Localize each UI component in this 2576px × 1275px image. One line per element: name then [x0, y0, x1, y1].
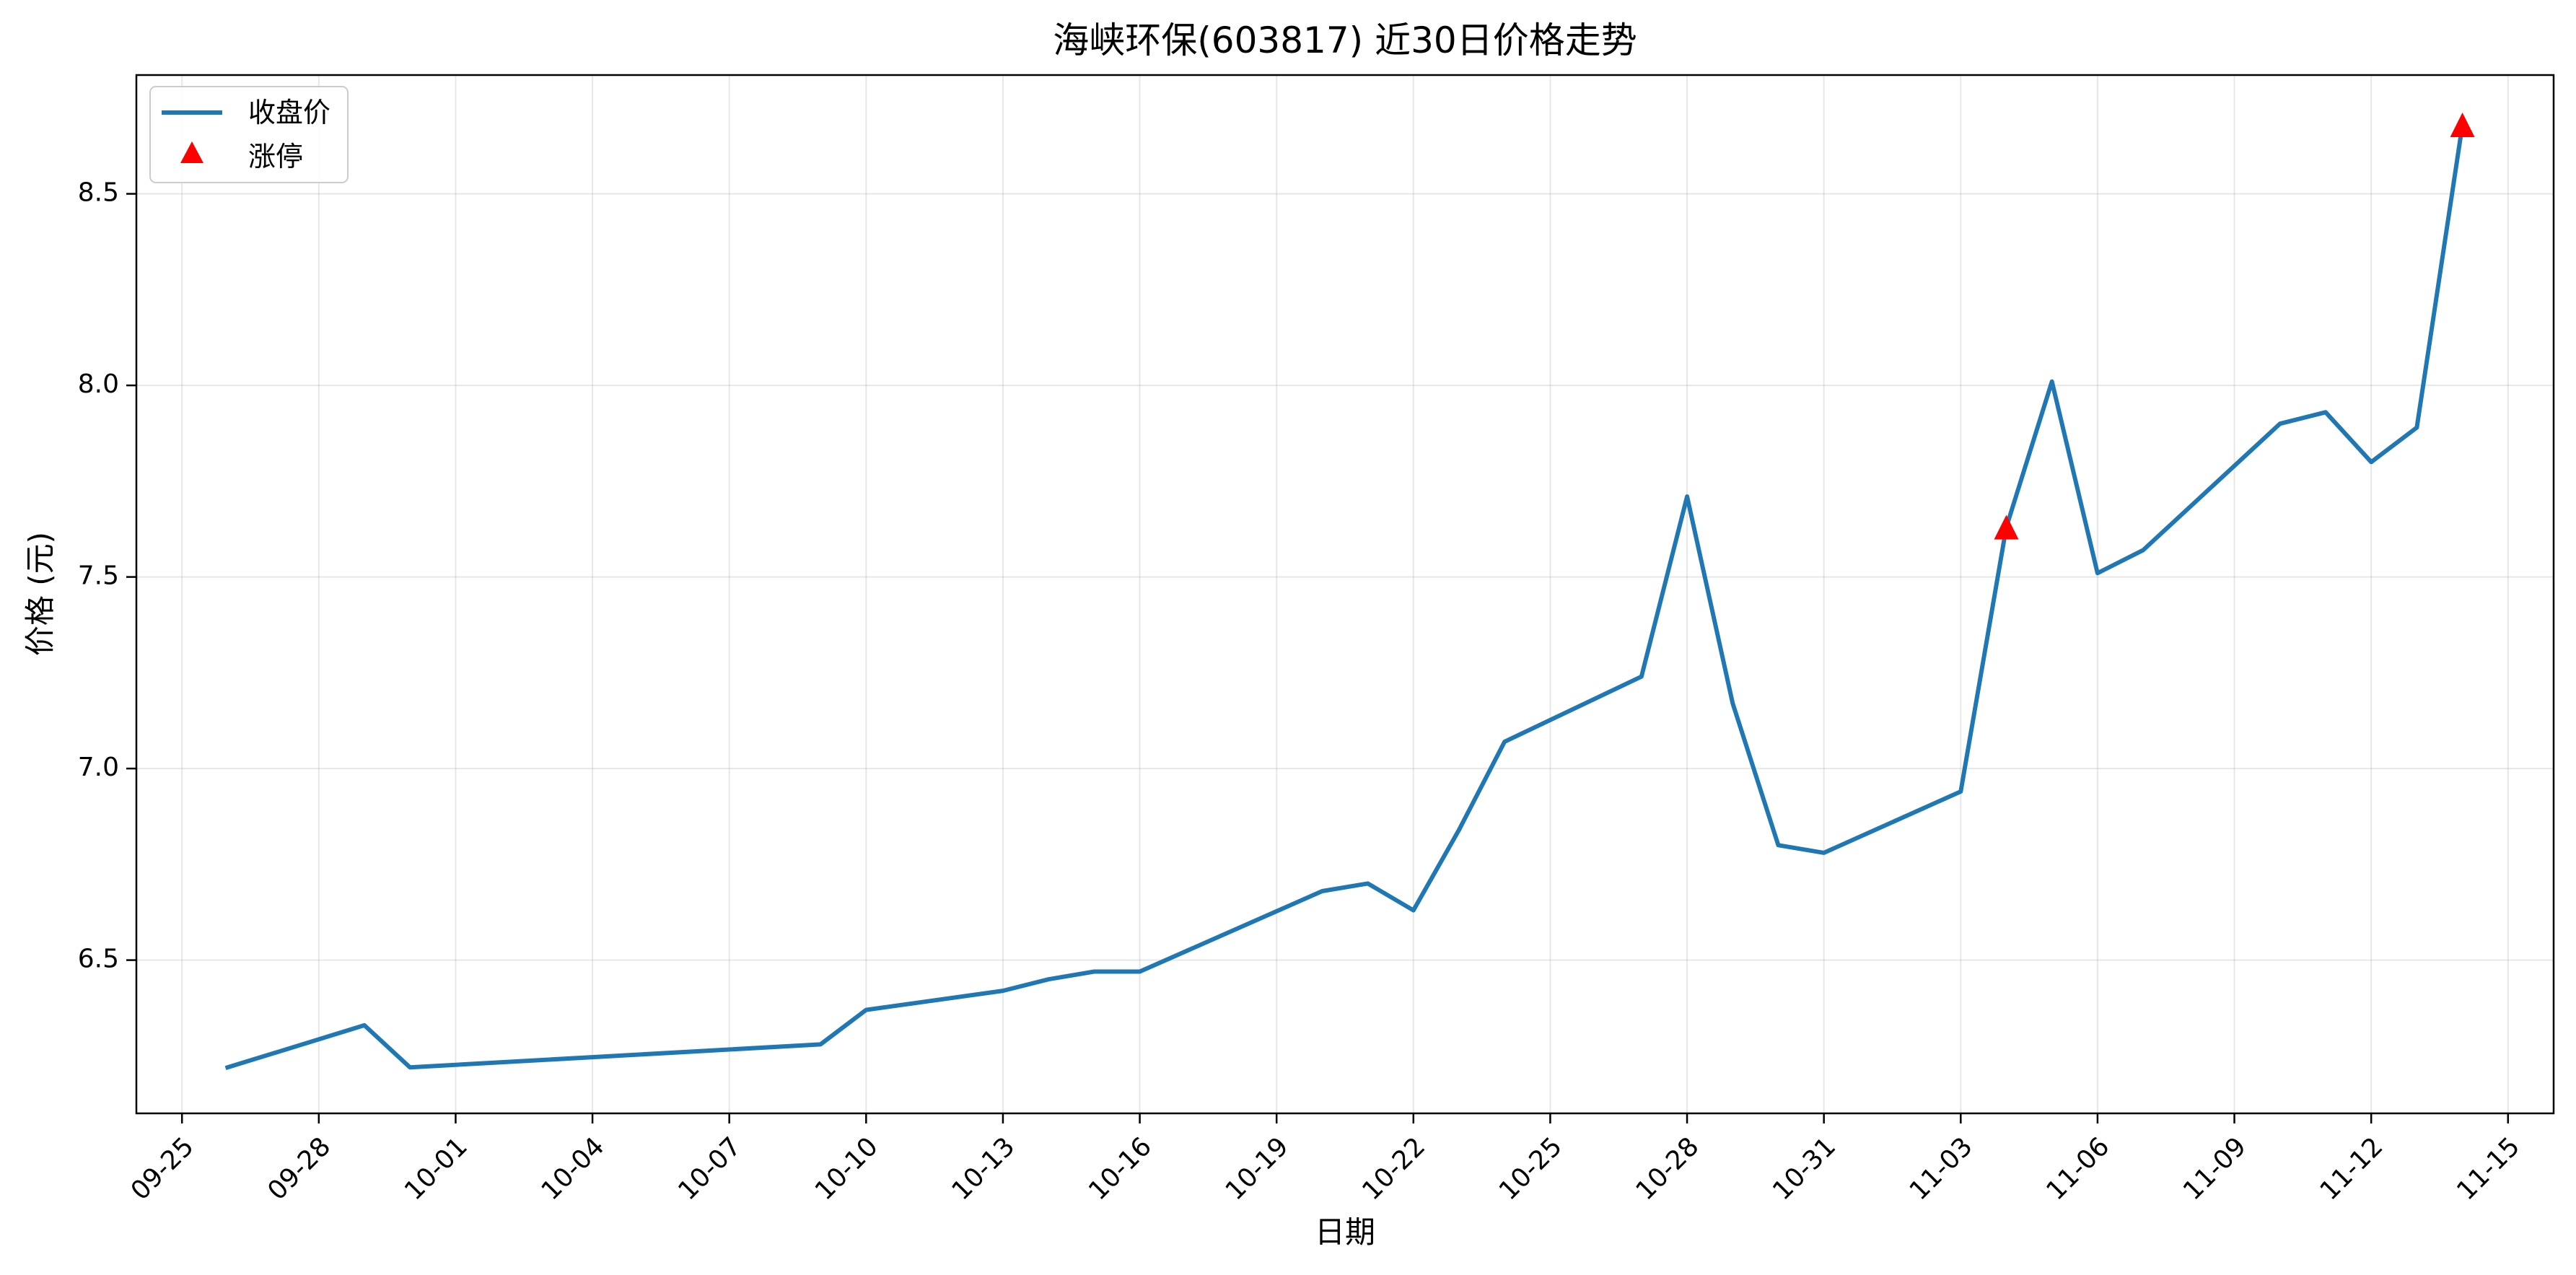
legend: 收盘价 涨停: [149, 86, 349, 183]
legend-label-close: 收盘价: [248, 97, 330, 128]
chart-title: 海峡环保(603817) 近30日价格走势: [1053, 19, 1637, 61]
legend-triangle-swatch: [180, 141, 203, 163]
y-axis-label: 价格 (元): [22, 532, 58, 656]
y-tick-label: 6.5: [78, 945, 119, 974]
limit-up-marker: [2450, 113, 2475, 138]
series-lines: [224, 122, 2466, 1071]
y-tick-label: 8.5: [78, 178, 119, 208]
x-axis-label: 日期: [1315, 1214, 1375, 1250]
plot-frame: [135, 74, 2555, 1115]
y-axis-ticks: 6.5 7.0 7.5 8.0 8.5: [78, 178, 136, 974]
y-tick-label: 7.5: [78, 561, 119, 591]
limit-up-markers: [1994, 113, 2475, 540]
y-tick-label: 8.0: [78, 369, 119, 399]
legend-label-limit-up: 涨停: [248, 141, 303, 172]
limit-up-marker: [1994, 514, 2019, 540]
close-price-line: [224, 122, 2466, 1071]
grid-lines: [136, 75, 2554, 1113]
y-tick-label: 7.0: [78, 753, 119, 782]
